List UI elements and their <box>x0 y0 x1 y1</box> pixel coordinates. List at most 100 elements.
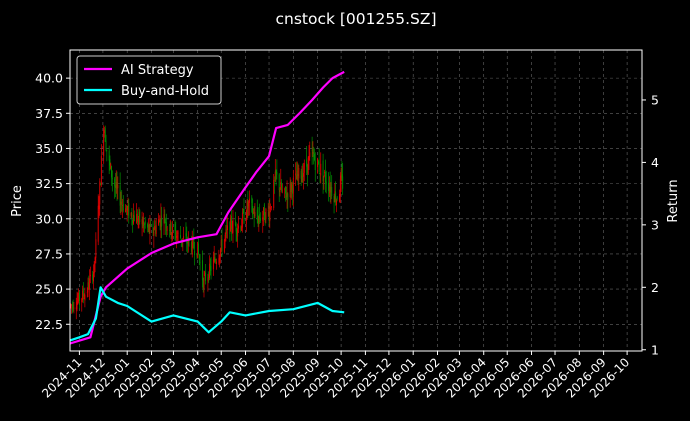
candle-body <box>70 304 72 307</box>
candle-body <box>225 229 227 234</box>
candle-body <box>132 220 134 224</box>
candle-body <box>166 227 168 232</box>
candle-body <box>235 223 237 232</box>
candle-body <box>289 182 291 198</box>
candle-body <box>71 304 73 306</box>
candle-body <box>78 292 80 302</box>
candle-body <box>328 187 330 194</box>
candle-body <box>141 219 143 225</box>
chart-title: cnstock [001255.SZ] <box>275 10 436 28</box>
candle-body <box>281 182 283 191</box>
y-tick-label-right: 4 <box>651 155 659 170</box>
candle-body <box>95 239 97 258</box>
candle-body <box>138 212 140 217</box>
candle-body <box>193 238 195 249</box>
candle-body <box>209 264 211 267</box>
candle-body <box>245 217 247 224</box>
candle-body <box>197 241 199 259</box>
candle-body <box>83 298 85 299</box>
candle-body <box>216 261 217 265</box>
y-tick-label-left: 37.5 <box>35 106 63 121</box>
candle-body <box>256 209 258 219</box>
candle-body <box>238 225 239 229</box>
candle-body <box>210 266 212 272</box>
y-tick-label-right: 1 <box>651 342 659 357</box>
candle-body <box>275 170 277 174</box>
candle-body <box>252 211 254 213</box>
candle-body <box>335 200 337 206</box>
candle-body <box>116 182 118 189</box>
series-line-ai-strategy <box>69 70 345 345</box>
left-axis-ticks: 22.5 25.0 27.5 30.0 32.5 35.0 37.5 40.0 <box>35 71 70 332</box>
plot-frame <box>69 49 643 352</box>
candle-body <box>317 161 319 164</box>
candle-body <box>303 163 305 173</box>
candle-body <box>297 174 299 177</box>
candle-body <box>314 153 315 160</box>
candle-body <box>298 167 300 179</box>
candle-body <box>136 213 138 224</box>
candle-body <box>219 248 221 257</box>
candle-body <box>105 140 107 150</box>
candle-body <box>230 217 232 232</box>
candle-body <box>295 173 297 176</box>
candle-body <box>230 216 232 230</box>
candle-body <box>318 161 320 172</box>
candle-body <box>72 304 74 310</box>
y-tick-label-right: 2 <box>651 280 659 295</box>
candle-body <box>154 226 156 233</box>
candle-body <box>201 260 203 281</box>
candle-body <box>89 278 91 290</box>
candle-body <box>258 216 260 222</box>
candle-body <box>127 205 129 211</box>
candle-body <box>248 198 250 203</box>
candle-body <box>273 179 275 208</box>
candle-body <box>121 201 123 203</box>
candle-body <box>115 182 117 189</box>
candle-body <box>342 176 344 189</box>
candle-body <box>205 272 207 281</box>
candle-body <box>93 261 95 274</box>
candle-body <box>330 187 332 193</box>
candle-body <box>307 157 309 175</box>
candle-body <box>267 210 269 211</box>
candle-body <box>100 156 102 185</box>
candle-body <box>254 211 256 217</box>
candle-body <box>93 271 94 282</box>
candle-body <box>274 171 276 181</box>
candle-body <box>199 262 201 263</box>
candle-body <box>341 174 343 178</box>
candle-body <box>180 238 182 242</box>
candle-body <box>207 277 209 282</box>
candle-body <box>164 217 166 223</box>
candle-body <box>322 160 324 182</box>
candle-body <box>108 150 110 161</box>
legend: AI Strategy Buy-and-Hold <box>76 55 222 105</box>
candle-body <box>264 218 266 223</box>
candle-body <box>296 170 298 180</box>
candle-body <box>268 211 270 220</box>
y-tick-label-left: 30.0 <box>35 211 63 226</box>
candle-body <box>100 183 102 186</box>
candle-body <box>158 221 160 223</box>
candle-body <box>161 217 163 226</box>
candle-body <box>131 213 133 220</box>
candle-body <box>292 185 293 194</box>
candle-body <box>265 209 267 220</box>
candle-body <box>226 228 228 230</box>
candle-body <box>303 173 304 177</box>
candle-body <box>336 197 338 200</box>
candle-body <box>147 224 149 228</box>
candle-body <box>313 154 315 157</box>
candle-body <box>209 263 210 278</box>
candle-body <box>214 257 216 261</box>
candle-body <box>281 190 283 192</box>
candle-body <box>263 204 265 220</box>
candle-body <box>122 203 124 211</box>
candle-body <box>220 239 222 247</box>
candle-body <box>142 220 144 227</box>
candle-body <box>154 226 156 230</box>
candle-body <box>236 230 238 235</box>
candle-body <box>331 187 333 196</box>
right-axis-label: Return <box>666 179 681 222</box>
